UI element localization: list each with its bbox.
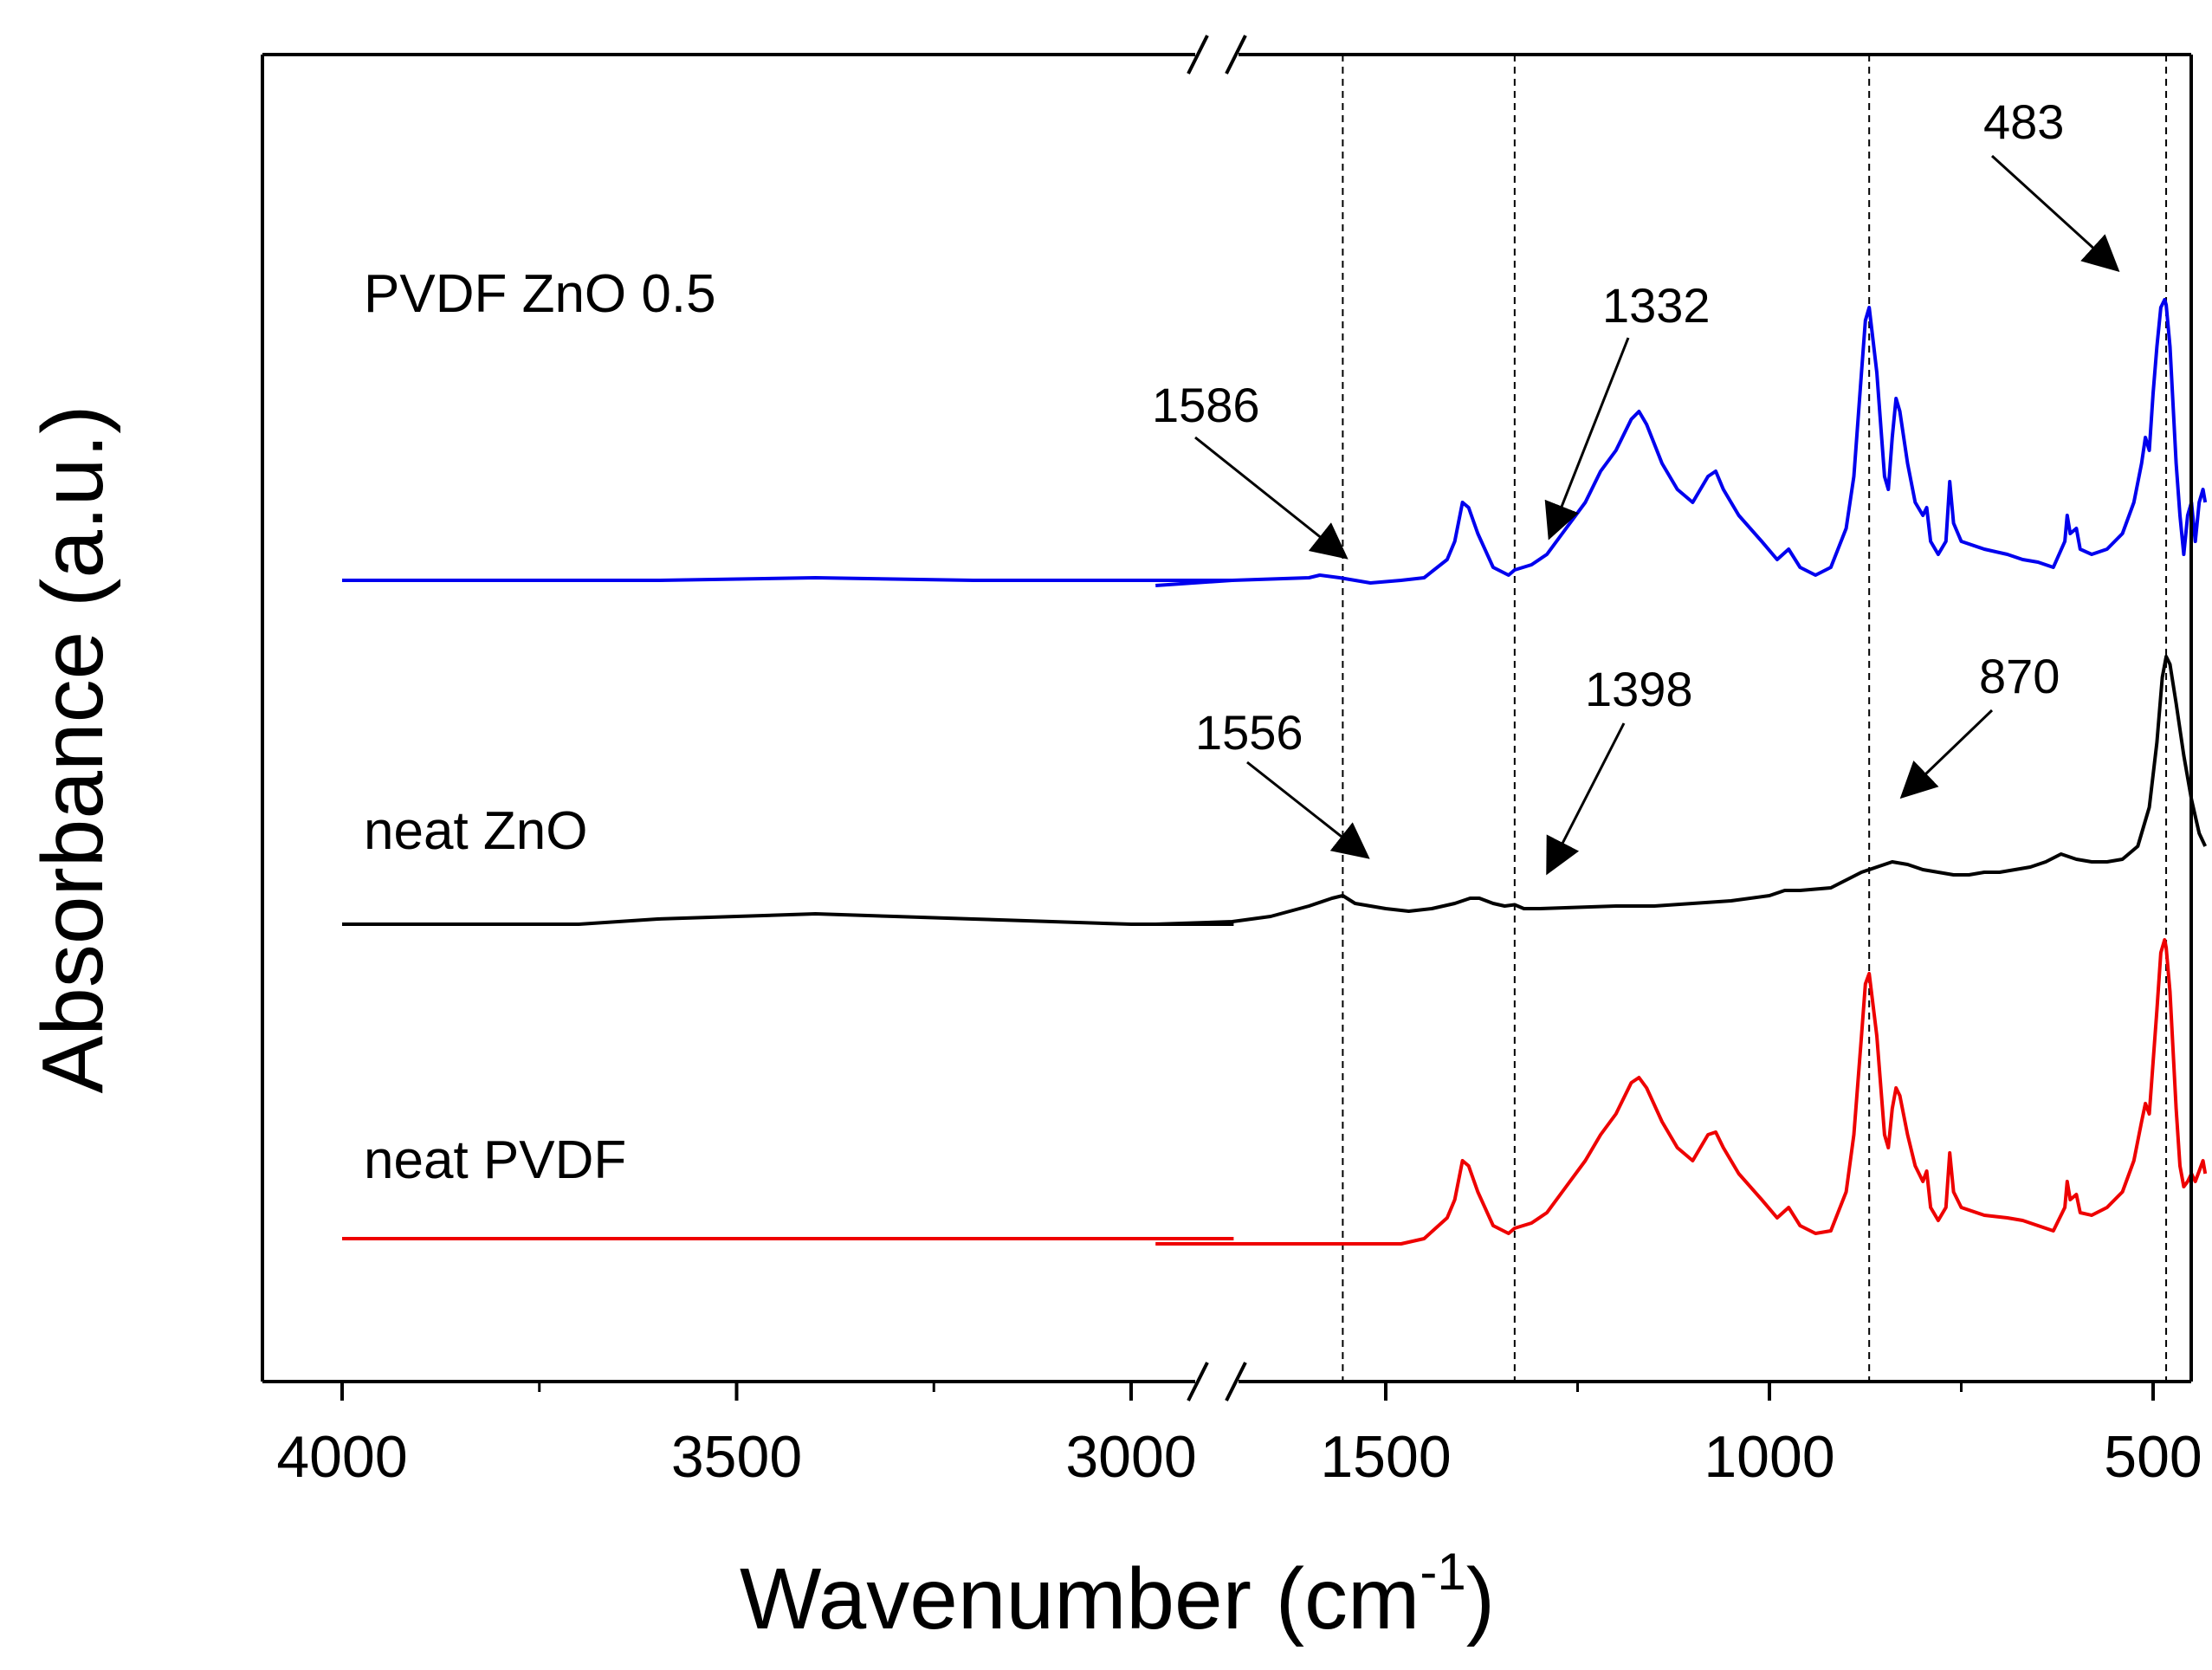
series-line-left: [342, 912, 1234, 926]
peak-arrow: [1246, 761, 1370, 859]
series-neat-zno: [342, 655, 2208, 926]
plot-frame: [261, 35, 2193, 1401]
peak-label: 1398: [1585, 662, 1693, 716]
series-label: neat PVDF: [364, 1130, 626, 1190]
x-axis-title: Wavenumber (cm-1): [740, 1543, 1495, 1647]
series-pvdf-zno-0-5: [342, 298, 2208, 587]
x-axis-title-sup: -1: [1420, 1543, 1465, 1601]
peak-arrow: [1194, 436, 1349, 560]
axis-break-mark: [1225, 35, 1247, 74]
x-tick-label: 4000: [276, 1424, 407, 1490]
x-tick-label: 1000: [1704, 1424, 1834, 1490]
series-line-right: [1155, 298, 2208, 587]
axis-break-mark: [1225, 1362, 1247, 1401]
peak-arrow: [1544, 337, 1630, 540]
peak-label: 483: [1983, 94, 2064, 149]
axis-break-mark: [1187, 35, 1209, 74]
x-tick-label: 3500: [671, 1424, 802, 1490]
axis-break-mark: [1187, 1362, 1209, 1401]
series-line-right: [1155, 655, 2208, 926]
peak-label: 870: [1979, 649, 2060, 703]
x-tick-label: 500: [2104, 1424, 2202, 1490]
x-tick-label: 1500: [1320, 1424, 1451, 1490]
peak-arrow: [1899, 709, 1994, 799]
y-axis-title: Absorbance (a.u.): [24, 405, 121, 1094]
peak-label: 1332: [1602, 278, 1711, 333]
x-axis-ticks: 4000 3500 3000 1500 1000 500: [276, 1382, 2202, 1490]
series-labels: PVDF ZnO 0.5 neat ZnO neat PVDF: [364, 264, 716, 1190]
peak-label: 1556: [1195, 705, 1303, 760]
series-label: neat ZnO: [364, 801, 587, 861]
peak-arrow: [1546, 722, 1626, 876]
x-tick-label: 3000: [1065, 1424, 1196, 1490]
peak-label: 1586: [1152, 378, 1260, 432]
series-label: PVDF ZnO 0.5: [364, 264, 716, 324]
series-layer: [342, 298, 2208, 1246]
reference-lines: [1342, 55, 2168, 1382]
x-axis-title-close: ): [1466, 1550, 1495, 1647]
series-neat-pvdf: [342, 938, 2208, 1246]
peak-annotations: 1586 1332 483 1556 1398 870: [1152, 94, 2120, 876]
peak-arrow: [1990, 154, 2120, 273]
series-line-left: [342, 576, 1234, 582]
series-line-right: [1155, 938, 2208, 1246]
x-axis-title-main: Wavenumber (cm: [740, 1550, 1420, 1647]
